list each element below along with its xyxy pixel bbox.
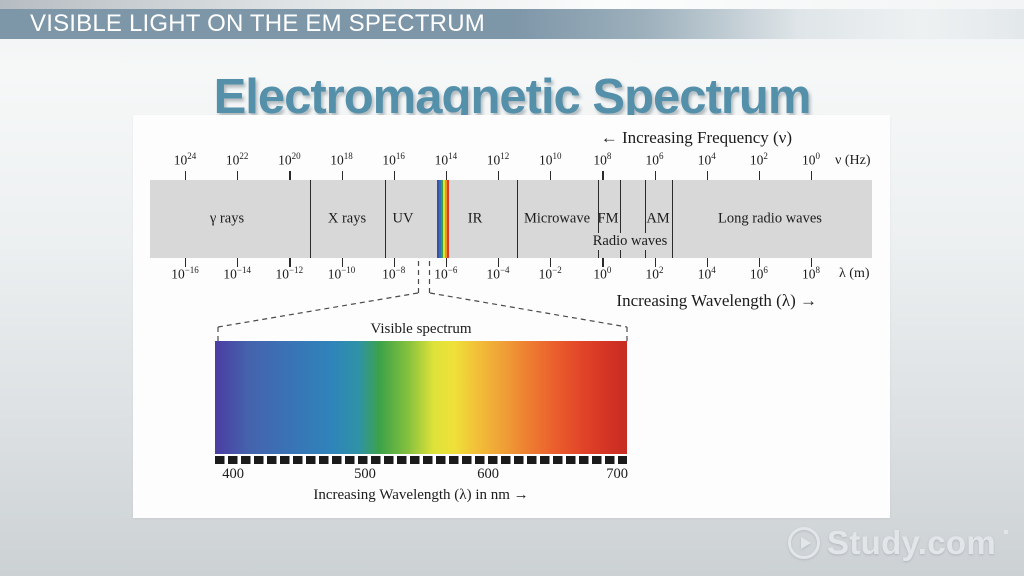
wavelength-tick-label: 10−6 <box>434 265 458 282</box>
band-region-label: AM <box>646 210 670 227</box>
band-region-label: FM <box>597 210 619 227</box>
frequency-tick-label: 1014 <box>434 151 458 168</box>
visible-spectrum-gradient <box>215 341 627 454</box>
band-region-label: IR <box>467 210 483 227</box>
band-region-label: Microwave <box>523 210 591 227</box>
radio-waves-group-label: Radio waves <box>590 233 670 250</box>
frequency-tick-mark <box>602 171 604 180</box>
wavelength-tick-label: 10−4 <box>486 265 510 282</box>
wavelength-tick-mark <box>289 258 291 267</box>
visible-nm-tick-label: 700 <box>606 466 628 482</box>
visible-spectrum-ruler <box>215 456 627 464</box>
page-title: Electromagnetic Spectrum <box>213 69 812 124</box>
spectrum-band: γ rays X rays UV IR Microwave FM AM Long radio … <box>150 180 872 258</box>
band-region-label: Long radio waves <box>718 210 822 227</box>
band-divider <box>620 180 622 258</box>
frequency-tick-label: 1022 <box>225 151 249 168</box>
frequency-tick-label: 1020 <box>278 151 301 168</box>
wavelength-tick-mark <box>237 258 239 267</box>
wavelength-tick-label: 10−2 <box>538 265 562 282</box>
frequency-tick-label: 102 <box>749 151 768 168</box>
band-region-label: γ rays <box>209 210 245 227</box>
wavelength-unit-label: λ (m) <box>839 266 870 281</box>
play-icon <box>788 527 821 559</box>
wavelength-tick-label: 102 <box>645 265 664 282</box>
band-divider <box>645 180 647 258</box>
increasing-wavelength-label: Increasing Wavelength (λ) → <box>616 291 817 310</box>
visible-nm-tick-label: 400 <box>222 466 244 482</box>
wavelength-tick-mark <box>758 258 761 267</box>
frequency-tick-label: 1016 <box>382 151 405 168</box>
wavelength-tick-mark <box>341 258 343 267</box>
band-divider <box>310 180 312 258</box>
wavelength-tick-mark <box>498 258 500 267</box>
wavelength-tick-label: 10−12 <box>275 265 304 282</box>
frequency-tick-label: 104 <box>697 151 716 168</box>
visible-spectrum-title: Visible spectrum <box>370 321 472 337</box>
wavelength-tick-label: 10−8 <box>382 265 406 282</box>
diagram-card: ← Increasing Frequency (ν) ν (Hz) γ rays… <box>133 115 890 518</box>
wavelength-tick-label: 10−10 <box>327 265 356 282</box>
frequency-tick-mark <box>393 171 395 180</box>
studycom-watermark: Study.com <box>788 524 1008 562</box>
top-highlight-strip <box>0 0 1024 9</box>
frequency-tick-label: 106 <box>645 151 664 168</box>
increasing-frequency-label: ← Increasing Frequency (ν) <box>600 128 792 147</box>
frequency-tick-label: 108 <box>593 151 612 168</box>
frequency-tick-label: 100 <box>802 151 821 168</box>
frequency-tick-mark <box>498 171 500 180</box>
frequency-tick-mark <box>550 171 552 180</box>
band-region-label: X rays <box>327 210 367 227</box>
wavelength-tick-mark <box>445 258 448 267</box>
frequency-tick-label: 1024 <box>173 151 197 168</box>
band-divider <box>517 180 519 258</box>
wavelength-tick-label: 10−14 <box>223 265 251 282</box>
frequency-tick-mark <box>706 171 708 180</box>
frequency-tick-label: 1012 <box>486 151 510 168</box>
wavelength-tick-label: 108 <box>802 265 821 282</box>
visible-nm-tick-label: 600 <box>477 466 500 482</box>
lesson-kicker: VISIBLE LIGHT ON THE EM SPECTRUM <box>30 10 485 37</box>
frequency-tick-mark <box>341 171 343 180</box>
frequency-tick-mark <box>758 171 761 180</box>
band-region-label: UV <box>392 210 414 227</box>
wavelength-tick-label: 106 <box>749 265 768 282</box>
band-divider <box>385 180 387 258</box>
wavelength-tick-mark <box>393 258 395 267</box>
visible-spectrum-caption: Increasing Wavelength (λ) in nm → <box>313 487 529 503</box>
wavelength-tick-mark <box>602 258 604 267</box>
frequency-tick-mark <box>654 171 656 180</box>
frequency-tick-mark <box>289 171 291 180</box>
wavelength-tick-mark <box>550 258 552 267</box>
wavelength-tick-label: 104 <box>697 265 716 282</box>
visible-light-strip <box>437 180 449 258</box>
trademark-dot <box>1004 530 1008 534</box>
frequency-tick-label: 1018 <box>330 151 353 168</box>
wavelength-tick-mark <box>654 258 656 267</box>
wavelength-tick-mark <box>706 258 708 267</box>
frequency-tick-label: 1010 <box>538 151 562 168</box>
wavelength-tick-label: 100 <box>593 265 612 282</box>
header-bar: VISIBLE LIGHT ON THE EM SPECTRUM <box>0 9 1024 39</box>
band-divider <box>672 180 674 258</box>
band-divider <box>598 180 600 258</box>
frequency-tick-mark <box>185 171 187 180</box>
frequency-tick-mark <box>811 171 813 180</box>
watermark-brand-text: Study.com <box>827 524 996 561</box>
wavelength-tick-mark <box>185 258 187 267</box>
wavelength-tick-label: 10−16 <box>171 265 199 282</box>
frequency-tick-mark <box>237 171 239 180</box>
visible-nm-tick-label: 500 <box>354 466 376 482</box>
frequency-unit-label: ν (Hz) <box>835 153 871 168</box>
wavelength-tick-mark <box>811 258 813 267</box>
frequency-tick-mark <box>445 171 448 180</box>
